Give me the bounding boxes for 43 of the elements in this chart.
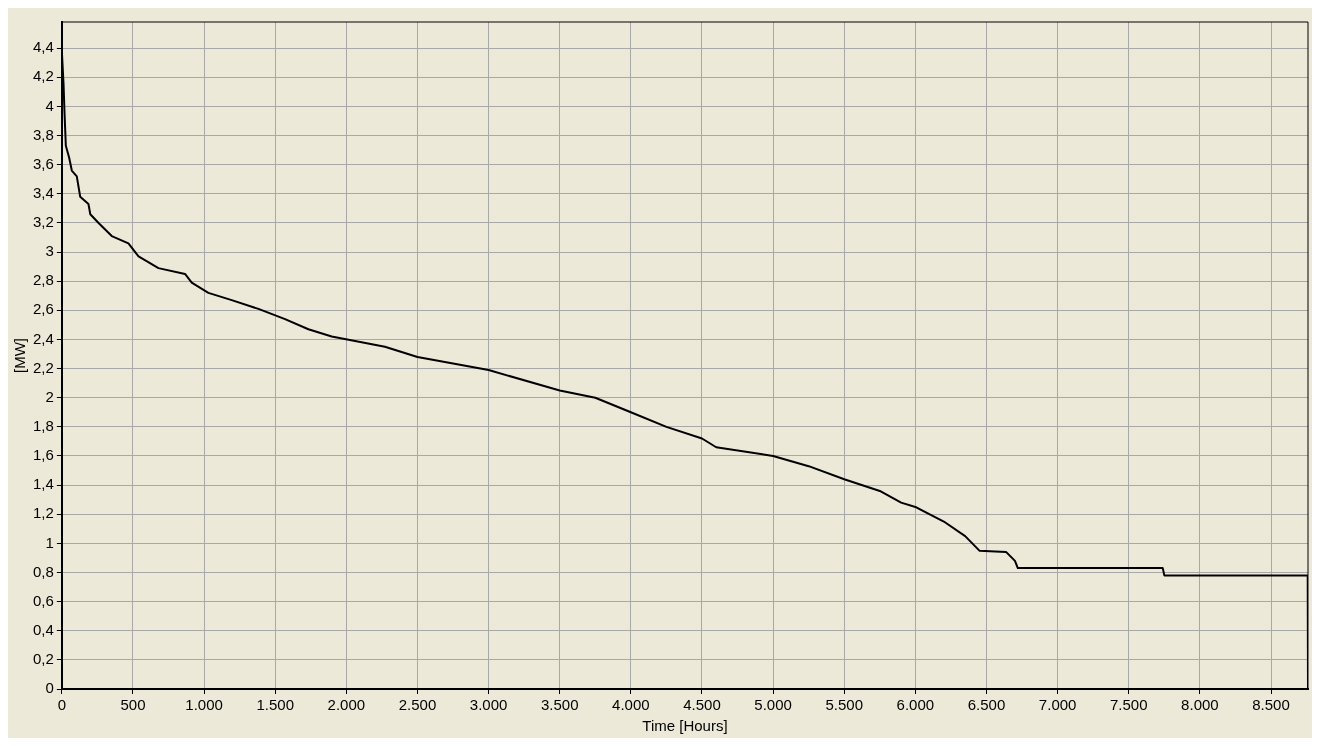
y-tick-label: 3,4 <box>32 183 54 201</box>
y-tick-label: 0 <box>45 679 54 697</box>
x-tick-label: 500 <box>120 696 146 714</box>
y-tick-label: 3 <box>45 242 54 260</box>
y-tick-label: 0,8 <box>32 562 54 580</box>
y-tick-label: 0,2 <box>32 650 54 668</box>
x-tick-label: 7.500 <box>1109 696 1148 714</box>
x-tick-label: 7.000 <box>1038 696 1077 714</box>
y-tick-label: 4 <box>45 96 54 114</box>
x-tick-label: 3.500 <box>540 696 579 714</box>
x-tick-label: 5.500 <box>825 696 864 714</box>
x-axis-title: Time [Hours] <box>642 717 728 735</box>
y-axis-title: [MW] <box>11 338 29 373</box>
x-tick-label: 2.000 <box>327 696 366 714</box>
x-tick-label: 8.500 <box>1252 696 1290 714</box>
y-tick-label: 1,6 <box>32 446 54 464</box>
y-tick-label: 1,2 <box>32 504 54 522</box>
x-tick-label: 8.000 <box>1181 696 1219 714</box>
x-tick-label: 2.500 <box>398 696 437 714</box>
y-tick-label: 3,8 <box>32 125 54 143</box>
x-tick-label: 6.000 <box>896 696 935 714</box>
x-tick-label: 4.500 <box>683 696 721 714</box>
x-tick-label: 6.500 <box>967 696 1006 714</box>
x-tick-label: 4.000 <box>612 696 650 714</box>
y-tick-label: 3,6 <box>32 154 54 172</box>
x-tick-label: 0 <box>57 696 67 714</box>
y-tick-label: 0,6 <box>32 591 54 609</box>
y-tick-label: 3,2 <box>32 213 54 231</box>
x-tick-label: 1.000 <box>185 696 223 714</box>
y-tick-label: 2 <box>45 387 54 405</box>
y-tick-label: 1 <box>45 533 54 551</box>
y-tick-label: 0,4 <box>32 620 54 638</box>
y-tick-label: 2,8 <box>32 271 54 289</box>
x-tick-label: 1.500 <box>256 696 295 714</box>
y-tick-label: 1,4 <box>32 475 54 493</box>
y-tick-label: 2,6 <box>32 300 54 318</box>
x-tick-label: 3.000 <box>469 696 508 714</box>
y-tick-label: 1,8 <box>32 417 54 434</box>
y-tick-label: 2,4 <box>32 329 54 347</box>
x-tick-label: 5.000 <box>754 696 792 714</box>
y-tick-label: 2,2 <box>32 358 54 376</box>
y-tick-label: 4,2 <box>32 67 54 85</box>
y-tick-label: 4,4 <box>32 38 54 56</box>
